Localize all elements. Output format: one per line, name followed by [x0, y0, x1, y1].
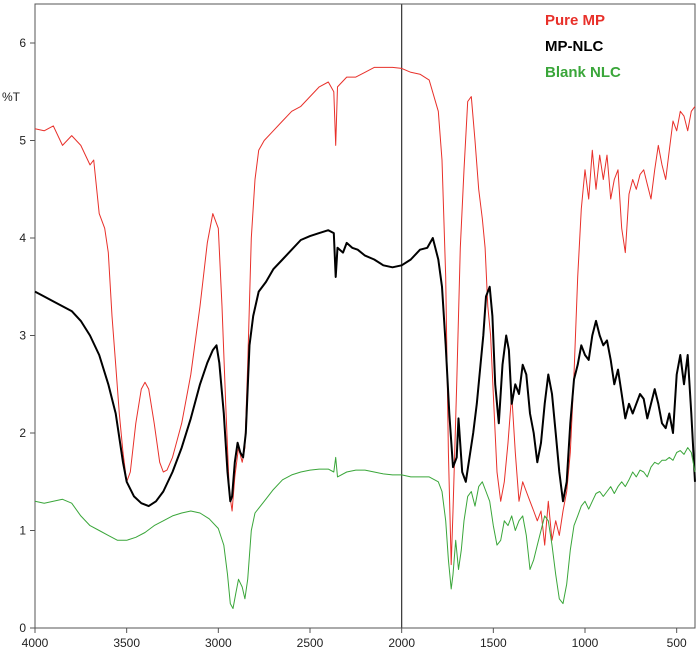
- legend-entry-blank-nlc: Blank NLC: [545, 64, 621, 81]
- y-tick-label: 5: [19, 134, 26, 148]
- y-tick-label: 2: [19, 426, 26, 440]
- x-tick-label: 4000: [22, 636, 49, 650]
- x-tick-label: 2000: [388, 636, 415, 650]
- series-line-blank-nlc: [34, 447, 696, 609]
- y-axis-label: %T: [2, 90, 21, 104]
- x-tick-label: 500: [667, 636, 687, 650]
- x-tick-label: 1000: [572, 636, 599, 650]
- y-tick-label: 0: [19, 621, 26, 635]
- x-tick-label: 1500: [480, 636, 507, 650]
- plot-frame: [34, 3, 696, 629]
- legend-entry-pure-mp: Pure MP: [545, 12, 605, 29]
- legend-entry-mp-nlc: MP-NLC: [545, 38, 603, 55]
- x-tick-label: 3500: [113, 636, 140, 650]
- x-tick-label: 2500: [297, 636, 324, 650]
- x-tick-label: 3000: [205, 636, 232, 650]
- y-tick-label: 3: [19, 329, 26, 343]
- y-tick-label: 4: [19, 231, 26, 245]
- y-tick-label: 1: [19, 524, 26, 538]
- y-tick-label: 6: [19, 36, 26, 50]
- series-line-mp-nlc: [34, 229, 696, 508]
- series-line-pure-mp: [34, 66, 696, 566]
